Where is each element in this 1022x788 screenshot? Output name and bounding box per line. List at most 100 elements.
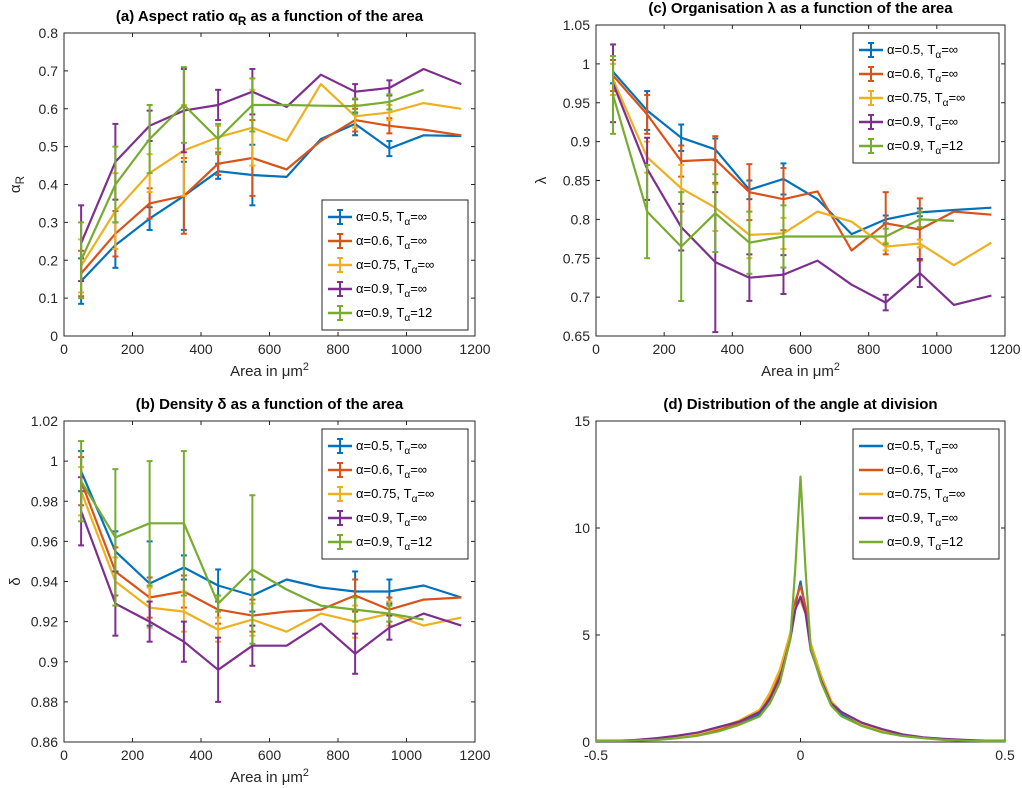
y-tick-label: 0.8 [39,25,59,41]
legend-label: α=0.6, Tα=∞ [887,462,958,481]
legend: α=0.5, Tα=∞ α=0.6, Tα=∞ α=0.75, Tα=∞ α=0.9,… [852,32,1000,164]
series-line [611,78,992,267]
y-tick-label: 1.02 [31,413,58,429]
series-line [612,70,992,236]
x-tick-label: 600 [258,341,282,357]
x-tick-label: 0.5 [995,747,1015,763]
series-5 [596,475,1005,743]
y-tick-label: 0.65 [563,328,590,344]
x-axis-label: Area in μm2 [230,361,309,380]
y-tick-label: 0.1 [39,290,59,306]
chart-b: 0 200 400 600 800 1000 1200 0.86 0.88 0.9 0.92 0.94… [7,396,491,786]
legend: α=0.5, Tα=∞ α=0.6, Tα=∞ α=0.75, Tα=∞ α=0.9,… [852,428,1000,560]
y-tick-label: 1.05 [563,17,590,33]
series-line [80,510,462,671]
legend-label: α=0.6, Tα=∞ [887,66,958,85]
legend-label: α=0.9, Tα=12 [887,138,963,157]
series-line [80,480,462,617]
legend-label: α=0.9, Tα=12 [356,534,432,553]
y-tick-label: 0 [50,328,58,344]
legend-label: α=0.9, Tα=∞ [887,510,958,529]
y-tick-label: 0.96 [31,533,58,549]
y-tick-label: 10 [574,520,590,536]
legend-label: α=0.5, Tα=∞ [887,438,958,457]
x-tick-label: 200 [121,341,145,357]
y-tick-label: 1 [582,56,590,72]
x-tick-label: 200 [652,341,676,357]
series-line [612,74,992,252]
legend-label: α=0.5, Tα=∞ [356,209,427,228]
y-tick-label: 0.95 [563,95,590,111]
chart-a: 0 200 400 600 800 1000 1200 0 0.1 0.2 0.3 0.4 0.5 0.6… [7,8,491,380]
series-4 [596,595,1006,743]
y-tick-label: 0.2 [39,252,59,268]
y-tick-label: 0.9 [571,134,591,150]
chart-title: (b) Density δ as a function of the area [136,396,404,413]
x-tick-label: 800 [326,341,350,357]
series-5 [78,440,424,645]
chart-title: (d) Distribution of the angle at divisio… [663,396,937,413]
x-tick-label: 1200 [459,747,490,763]
series-5 [78,66,424,300]
y-tick-label: 0.3 [39,214,59,230]
legend-label: α=0.5, Tα=∞ [356,438,427,457]
legend-label: α=0.6, Tα=∞ [356,462,427,481]
chart-title: (a) Aspect ratio αR as a function of the… [116,8,424,28]
x-tick-label: 0 [60,747,68,763]
x-tick-label: 1200 [989,341,1020,357]
series-line [595,599,1005,743]
legend: α=0.5, Tα=∞ α=0.6, Tα=∞ α=0.75, Tα=∞ α=0.9,… [321,199,469,331]
x-tick-label: 200 [121,747,145,763]
series-line [80,67,462,244]
series-line [80,118,462,275]
legend-label: α=0.75, Tα=∞ [887,90,965,109]
x-tick-label: 600 [789,341,813,357]
y-tick-label: 0.86 [31,734,58,750]
series-line [80,470,462,599]
y-tick-label: 0.4 [39,177,59,193]
series-line [80,82,462,267]
y-tick-label: 5 [582,627,590,643]
y-tick-label: 0.92 [31,614,58,630]
x-tick-label: 0 [592,341,600,357]
x-tick-label: 0 [797,747,805,763]
y-tick-label: 0.75 [563,250,590,266]
x-tick-label: 800 [326,747,350,763]
series-line [596,595,1006,743]
legend-label: α=0.75, Tα=∞ [887,486,965,505]
chart-title: (c) Organisation λ as a function of the … [648,0,953,17]
y-tick-label: 15 [574,413,590,429]
x-tick-label: 1000 [921,341,952,357]
y-tick-label: 0.94 [31,574,58,590]
x-tick-label: 800 [857,341,881,357]
x-tick-label: 0 [60,341,68,357]
y-axis-label: αR [7,176,27,193]
legend-label: α=0.9, Tα=12 [887,534,963,553]
y-tick-label: 0.6 [39,101,59,117]
legend-label: α=0.9, Tα=∞ [356,281,427,300]
legend-label: α=0.75, Tα=∞ [356,257,434,276]
legend-label: α=0.9, Tα=12 [356,305,432,324]
series-5 [610,55,954,303]
series-3 [595,599,1005,743]
y-tick-label: 0.5 [39,139,59,155]
x-tick-label: 400 [189,747,213,763]
y-tick-label: 0.7 [571,289,591,305]
x-tick-label: 400 [721,341,745,357]
y-tick-label: 0.85 [563,173,590,189]
x-tick-label: 600 [258,747,282,763]
x-tick-label: 1000 [391,747,422,763]
legend-label: α=0.9, Tα=∞ [887,114,958,133]
y-tick-label: 0.88 [31,694,58,710]
series-line [596,580,1005,743]
x-tick-label: 400 [189,341,213,357]
x-tick-label: -0.5 [584,747,608,763]
x-tick-label: 1200 [459,341,490,357]
chart-c: 0 200 400 600 800 1000 1200 0.65 0.7 0.75 0.8 0.85 0… [533,0,1021,380]
legend-label: α=0.75, Tα=∞ [356,486,434,505]
legend: α=0.5, Tα=∞ α=0.6, Tα=∞ α=0.75, Tα=∞ α=0.9,… [321,428,469,560]
series-line [596,584,1005,743]
legend-label: α=0.5, Tα=∞ [887,42,958,61]
